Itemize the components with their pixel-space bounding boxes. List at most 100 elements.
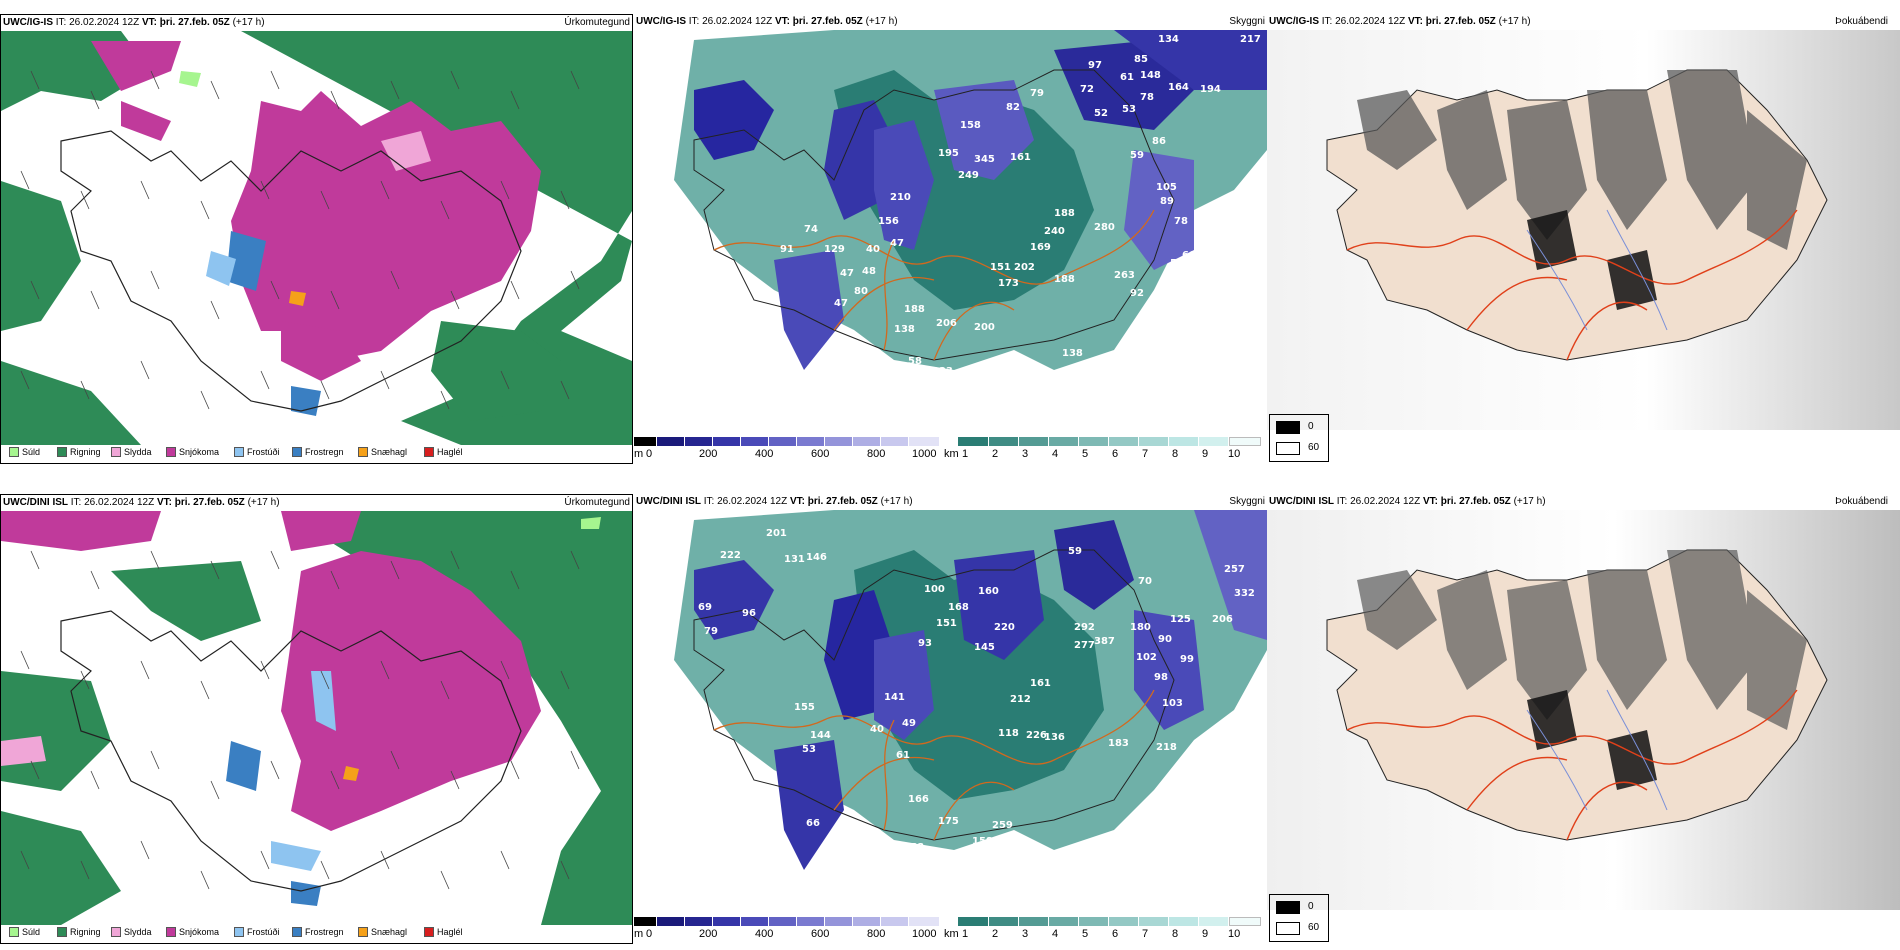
valid-time-label: VT: (1422, 496, 1438, 507)
visibility-panel-bottom: UWC/DINI ISL IT: 26.02.2024 12Z VT: þri.… (634, 494, 1267, 944)
cloud-base-label: 158 (972, 836, 993, 847)
colorbar-segment (769, 917, 797, 926)
ice-pellet-area (289, 291, 306, 306)
cloud-base-label: 105 (1156, 182, 1177, 193)
panel-header-left: UWC/IG-IS IT: 26.02.2024 12Z VT: þri. 27… (1269, 14, 1531, 30)
cloud-base-label: 217 (1240, 34, 1261, 45)
cloud-base-label: 60 (1182, 250, 1196, 261)
panel-header-left: UWC/DINI ISL IT: 26.02.2024 12Z VT: þri.… (636, 494, 913, 510)
cloud-base-label: 97 (1088, 60, 1102, 71)
legend-item: Rigning (57, 927, 101, 937)
panel-header: UWC/DINI ISL IT: 26.02.2024 12Z VT: þri.… (1, 495, 632, 511)
cloud-base-label: 48 (862, 266, 876, 277)
legend-label: Frostúði (247, 927, 280, 937)
legend-label: Frostregn (305, 927, 344, 937)
visibility-tick: 6 (1112, 928, 1119, 940)
drizzle-area (581, 517, 601, 529)
fog-key-high-label: 0 (1308, 421, 1314, 432)
panel-header-left: UWC/IG-IS IT: 26.02.2024 12Z VT: þri. 27… (3, 15, 265, 31)
cloud-base-label: 210 (890, 192, 911, 203)
cloud-base-label: 158 (960, 120, 981, 131)
visibility-map: 134 217 85 97 148 164 194 72 61 78 52 53… (634, 30, 1267, 430)
cloud-base-low (694, 560, 774, 640)
cloud-base-label: 138 (894, 324, 915, 335)
lead-time: (+17 h) (880, 496, 913, 507)
cloud-base-label: 61 (1120, 72, 1134, 83)
cloud-base-low (934, 80, 1034, 180)
cloud-base-label: 58 (910, 842, 924, 853)
valid-time-value: þri. 27.feb. 05Z (1425, 16, 1496, 27)
cloud-base-label: 60 (908, 872, 922, 883)
freezing-drizzle-area (206, 251, 236, 286)
cloud-base-label: 40 (866, 244, 880, 255)
cloud-base-label: 168 (948, 602, 969, 613)
cloud-base-label: 188 (1054, 274, 1075, 285)
cloud-base-label: 47 (890, 238, 904, 249)
legend-label: Haglél (437, 447, 463, 457)
legend-label: Snjókoma (179, 927, 220, 937)
cloud-base-low (694, 80, 774, 160)
cloud-base-labels: 134 217 85 97 148 164 194 72 61 78 52 53… (780, 34, 1261, 403)
height-tick: 1000 (912, 928, 937, 940)
visibility-tick: 4 (1052, 928, 1059, 940)
cloud-base-label: 90 (1158, 634, 1172, 645)
cloud-base-low (874, 630, 934, 740)
colorbar-segment (713, 437, 741, 446)
visibility-tick: 3 (1022, 928, 1029, 940)
colorbar-segment (1139, 917, 1169, 926)
cloud-base-label: 80 (854, 286, 868, 297)
cloud-base-label: 259 (992, 820, 1013, 831)
legend-item: Rigning (57, 447, 101, 457)
snow-area (91, 41, 181, 91)
height-unit: m (634, 448, 644, 460)
height-tick: 400 (755, 928, 774, 940)
legend-label: Rigning (70, 927, 101, 937)
legend-item: Slydda (111, 927, 152, 937)
lead-time: (+17 h) (247, 497, 280, 508)
road-network (713, 209, 1155, 361)
cloud-base-label: 195 (938, 148, 959, 159)
cloud-base-label: 102 (1136, 652, 1157, 663)
init-time-value: 26.02.2024 12Z (717, 496, 788, 507)
cloud-base-label: 99 (1180, 654, 1194, 665)
fog-key-high-label: 0 (1308, 901, 1314, 912)
cloud-base-label: 280 (1094, 222, 1115, 233)
colorbar-segment (1079, 437, 1109, 446)
cloud-base-label: 74 (804, 224, 818, 235)
legend-label: Snæhagl (371, 447, 408, 457)
rain-area (1, 361, 141, 445)
colorbar-segment (825, 917, 853, 926)
rain-area (1, 811, 121, 925)
legend-swatch (57, 447, 67, 457)
init-time-value: 26.02.2024 12Z (702, 16, 773, 27)
coastline (60, 610, 522, 892)
colorbar-segment (1229, 917, 1261, 926)
rain-area (431, 321, 561, 421)
colorbar-segment (989, 437, 1019, 446)
colorbar-segment (634, 917, 657, 926)
legend-item: Snjókoma (166, 927, 219, 937)
colorbar-segment (741, 437, 769, 446)
height-tick: 0 (646, 448, 653, 460)
colorbar-segment (1019, 437, 1049, 446)
cloud-base-label: 277 (1074, 640, 1095, 651)
legend-swatch (166, 447, 176, 457)
cloud-base-label: 226 (1026, 730, 1047, 741)
cloud-base-label: 47 (834, 298, 848, 309)
cloud-base-label: 47 (840, 268, 854, 279)
cloud-base-label: 206 (936, 318, 957, 329)
legend-label: Frostregn (305, 447, 344, 457)
cloud-base-label: 249 (958, 170, 979, 181)
snow-area (231, 91, 541, 361)
colorbar-segment (741, 917, 769, 926)
freezing-rain-area (291, 881, 321, 906)
snow-area (281, 511, 361, 551)
panel-header-left: UWC/IG-IS IT: 26.02.2024 12Z VT: þri. 27… (636, 14, 898, 30)
height-tick: 200 (699, 928, 718, 940)
height-tick: 600 (811, 448, 830, 460)
height-tick: 800 (867, 448, 886, 460)
cloud-base-label: 202 (1014, 262, 1035, 273)
colorbar-segment (1169, 437, 1199, 446)
colorbar-segment (958, 917, 989, 926)
snow-area (281, 321, 361, 381)
